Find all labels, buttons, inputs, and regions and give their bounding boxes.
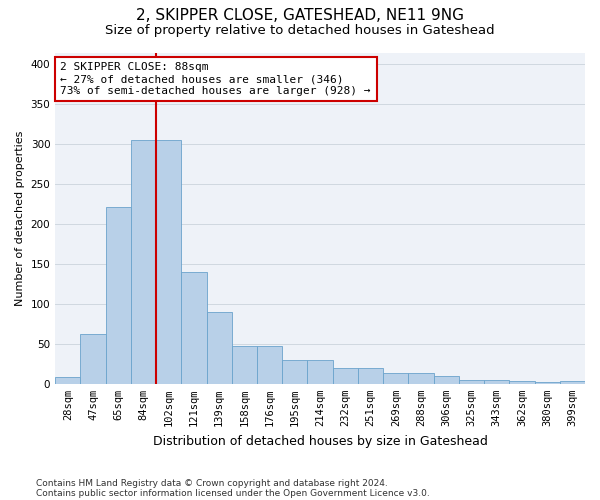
Bar: [509, 380, 535, 384]
Bar: [358, 368, 383, 384]
X-axis label: Distribution of detached houses by size in Gateshead: Distribution of detached houses by size …: [152, 434, 488, 448]
Bar: [257, 346, 282, 384]
Bar: [560, 380, 585, 384]
Bar: [409, 374, 434, 384]
Bar: [80, 334, 106, 384]
Bar: [55, 378, 80, 384]
Bar: [459, 380, 484, 384]
Text: Size of property relative to detached houses in Gateshead: Size of property relative to detached ho…: [105, 24, 495, 37]
Bar: [383, 372, 409, 384]
Bar: [106, 206, 131, 384]
Bar: [282, 360, 307, 384]
Bar: [535, 382, 560, 384]
Y-axis label: Number of detached properties: Number of detached properties: [15, 130, 25, 306]
Bar: [484, 380, 509, 384]
Bar: [332, 368, 358, 384]
Bar: [181, 272, 206, 384]
Bar: [156, 140, 181, 384]
Text: 2, SKIPPER CLOSE, GATESHEAD, NE11 9NG: 2, SKIPPER CLOSE, GATESHEAD, NE11 9NG: [136, 8, 464, 23]
Bar: [232, 346, 257, 384]
Text: 2 SKIPPER CLOSE: 88sqm
← 27% of detached houses are smaller (346)
73% of semi-de: 2 SKIPPER CLOSE: 88sqm ← 27% of detached…: [61, 62, 371, 96]
Bar: [434, 376, 459, 384]
Bar: [206, 312, 232, 384]
Text: Contains HM Land Registry data © Crown copyright and database right 2024.
Contai: Contains HM Land Registry data © Crown c…: [36, 478, 430, 498]
Bar: [131, 140, 156, 384]
Bar: [307, 360, 332, 384]
